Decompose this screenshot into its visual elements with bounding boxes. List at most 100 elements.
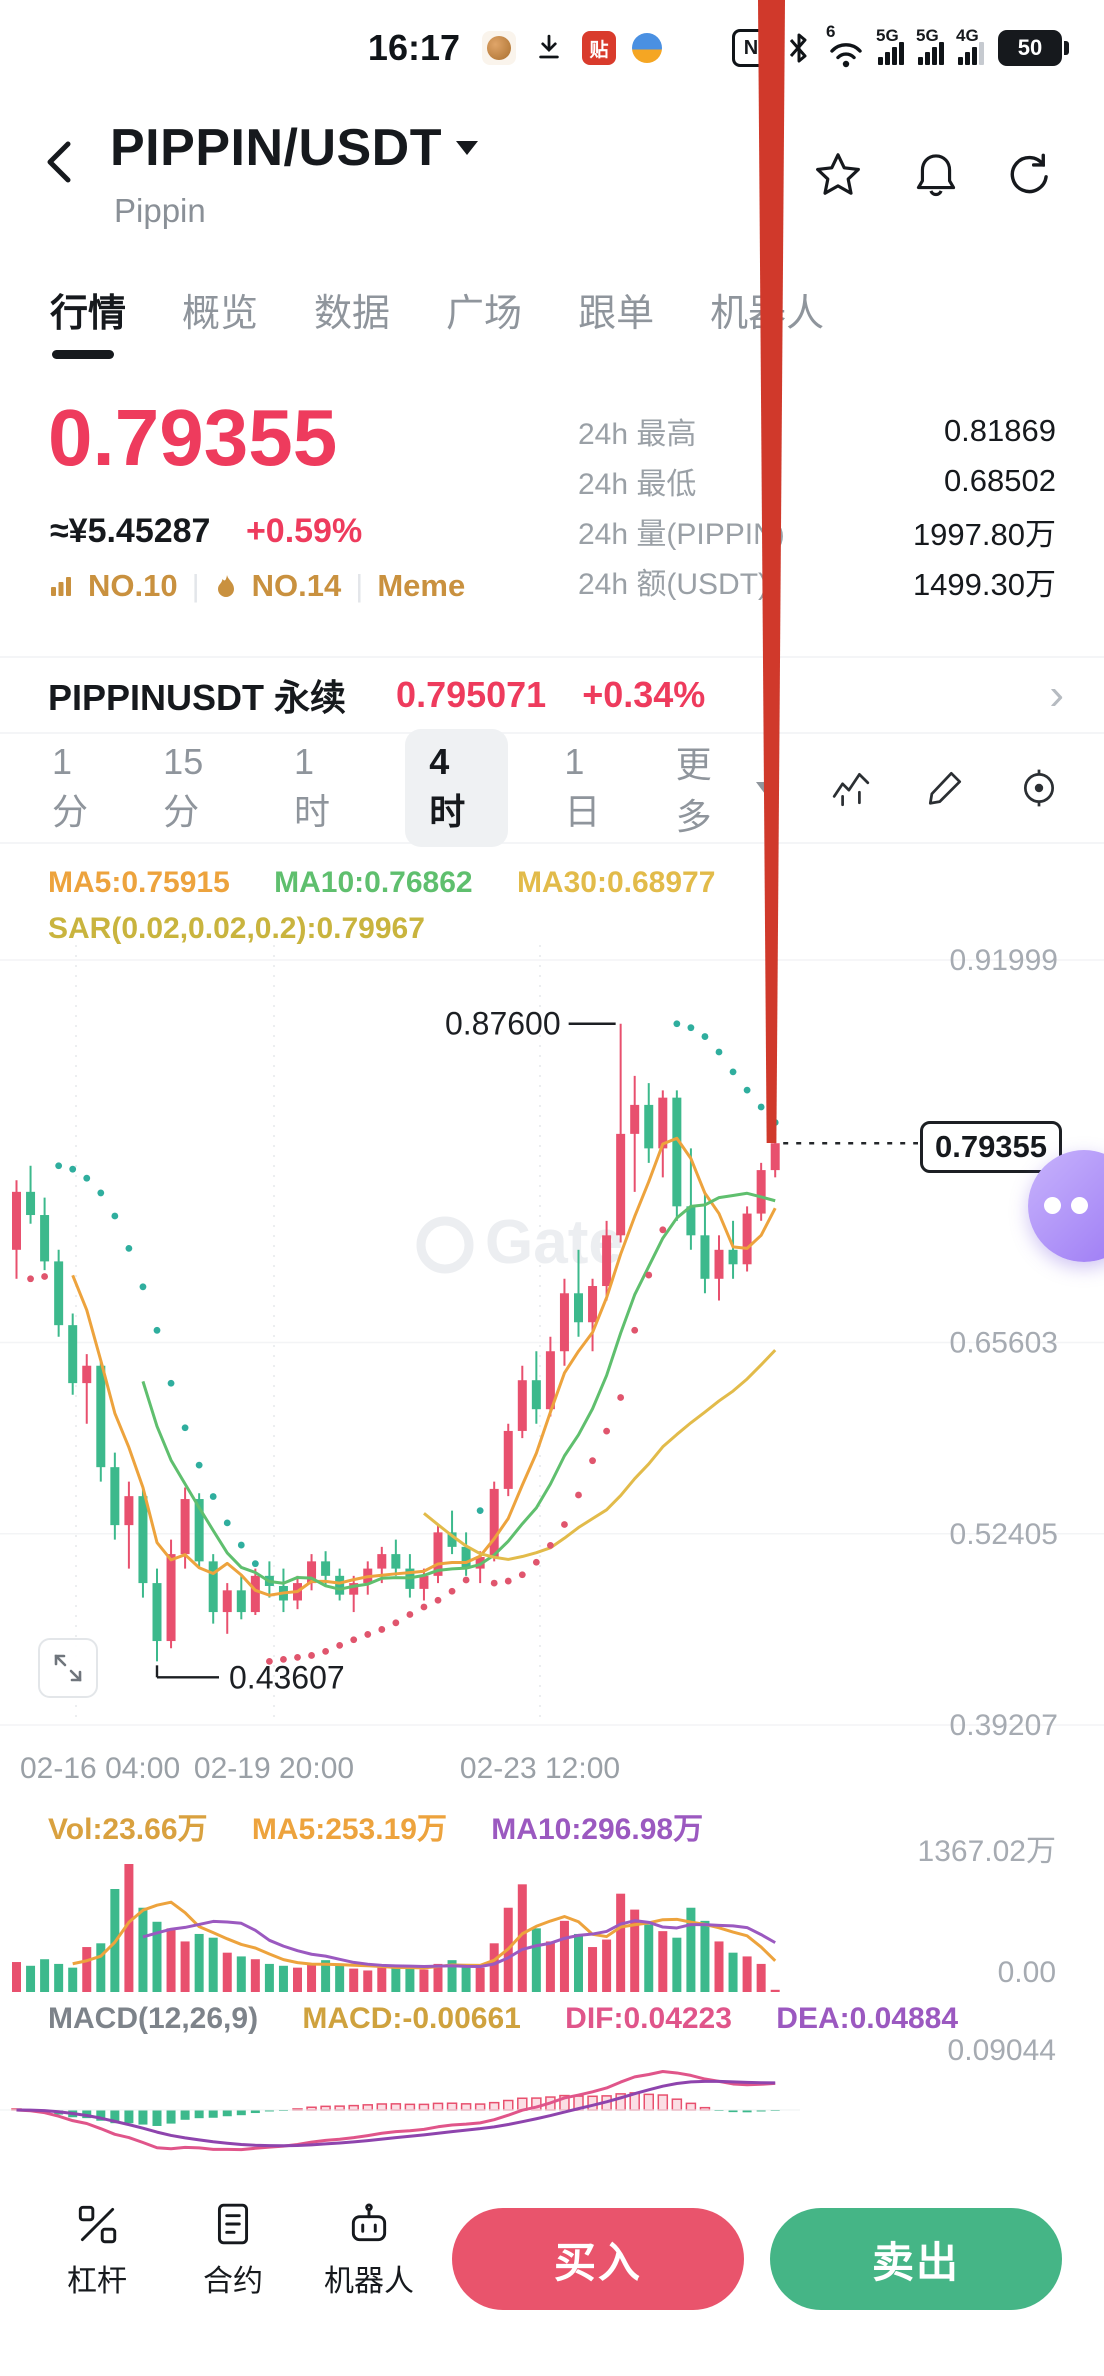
tf-1min[interactable]: 1分: [52, 741, 89, 832]
nav-bot[interactable]: 机器人: [314, 2200, 424, 2300]
ma5-value: MA5:0.75915: [48, 866, 230, 899]
x-tick-3: 02-23 12:00: [459, 1752, 621, 1785]
tf-1d[interactable]: 1日: [564, 741, 601, 832]
fullscreen-button[interactable]: [38, 1638, 98, 1698]
indicator-settings-icon[interactable]: [1018, 767, 1060, 809]
chevron-down-icon: [456, 141, 478, 155]
back-icon[interactable]: [36, 134, 86, 190]
stat-label: 24h 最高: [578, 418, 697, 451]
vol-ma10: MA10:296.98万: [491, 1813, 704, 1846]
system-status-icons: N 6 5G 5G 4G 50: [732, 22, 1069, 68]
clock: 16:17: [367, 27, 460, 68]
timeframe-bar: 1分 15分 1时 4时 1日 更多: [0, 729, 1104, 847]
tab-data[interactable]: 数据: [314, 293, 391, 335]
buy-button[interactable]: 买入: [452, 2208, 744, 2310]
candlestick-chart[interactable]: 0.91999 0.65603 0.52405 0.39207 Gate 0.87600 0…: [0, 945, 1104, 1745]
nav-leverage[interactable]: 杠杆: [42, 2200, 152, 2300]
svg-text:0.65603: 0.65603: [950, 1327, 1058, 1360]
volume-chart[interactable]: [0, 1856, 1104, 1996]
download-icon: [532, 31, 566, 65]
svg-text:0.39207: 0.39207: [950, 1709, 1058, 1742]
dif-value: DIF:0.04223: [565, 2002, 732, 2035]
refresh-icon[interactable]: [1002, 148, 1054, 200]
draw-pencil-icon[interactable]: [924, 767, 966, 809]
stat-row-turnover: 24h 额(USDT) 1499.30万: [578, 564, 1056, 602]
rank-badge-2[interactable]: NO.14: [251, 568, 342, 603]
tab-square[interactable]: 广场: [446, 293, 523, 335]
robot-icon: [351, 2203, 387, 2242]
sar-indicator-row: SAR(0.02,0.02,0.2):0.79967: [48, 912, 425, 945]
perp-price: 0.795071: [396, 674, 547, 715]
macd-title: MACD(12,26,9): [48, 2002, 259, 2035]
svg-text:Gate: Gate: [485, 1208, 623, 1277]
divider: |: [355, 568, 364, 603]
perp-name: PIPPINUSDT 永续: [48, 677, 347, 718]
macd-header: MACD(12,26,9) MACD:-0.00661 DIF:0.04223 …: [48, 2002, 958, 2036]
notification-bell-icon[interactable]: [910, 148, 962, 200]
tab-market[interactable]: 行情: [50, 282, 126, 359]
chart-style-icon[interactable]: [830, 767, 872, 809]
svg-text:0.52405: 0.52405: [950, 1518, 1058, 1551]
ma-indicator-row: MA5:0.75915 MA10:0.76862 MA30:0.68977: [48, 866, 715, 900]
wifi-icon: 6: [826, 22, 864, 68]
last-price: 0.79355: [48, 393, 338, 482]
ma10-value: MA10:0.76862: [274, 866, 473, 899]
change-24h: +0.59%: [245, 512, 363, 550]
fiat-price: ≈¥5.45287: [50, 512, 211, 550]
tf-15min[interactable]: 15分: [163, 741, 204, 832]
stat-row-low: 24h 最低 0.68502: [578, 463, 1056, 501]
last-price-tag: 0.79355: [920, 1121, 1062, 1173]
rank-chart-icon: [51, 577, 71, 596]
macd-axis-max: 0.09044: [947, 2034, 1056, 2067]
nav-bot-label: 机器人: [324, 2265, 414, 2298]
svg-text:0.91999: 0.91999: [950, 945, 1058, 977]
chevron-right-icon: ›: [1049, 670, 1064, 719]
nav-contract[interactable]: 合约: [178, 2200, 288, 2300]
sell-button[interactable]: 卖出: [770, 2208, 1062, 2310]
nav-leverage-label: 杠杆: [67, 2265, 127, 2298]
macd-chart[interactable]: [0, 2056, 1104, 2164]
tf-1h[interactable]: 1时: [294, 741, 331, 832]
rank-badge-1[interactable]: NO.10: [88, 568, 178, 603]
tab-overview[interactable]: 概览: [182, 293, 259, 335]
vol-axis-min: 0.00: [997, 1956, 1056, 1989]
pair-subtitle: Pippin: [114, 192, 206, 229]
x-tick-1: 02-16 04:00: [20, 1752, 181, 1785]
bluetooth-icon: [789, 33, 807, 63]
tab-copytrade[interactable]: 跟单: [578, 293, 655, 335]
stat-label: 24h 量(PIPPIN): [578, 518, 785, 551]
pair-selector[interactable]: PIPPIN/USDT: [110, 118, 478, 178]
nav-contract-label: 合约: [203, 2265, 263, 2298]
tf-more-dropdown[interactable]: 更多: [675, 736, 775, 840]
vol-axis-max: 1367.02万: [917, 1835, 1056, 1868]
app-badge-text: 贴: [589, 39, 609, 61]
page-title: PIPPIN/USDT: [110, 119, 442, 177]
stat-value: 1499.30万: [912, 566, 1056, 602]
assistant-dots-icon: [1044, 1197, 1088, 1214]
stat-row-volume: 24h 量(PIPPIN) 1997.80万: [578, 514, 1056, 552]
divider: |: [191, 568, 200, 603]
tf-4h[interactable]: 4时: [405, 729, 509, 847]
top-nav-tabs: 行情 概览 数据 广场 跟单 机器人: [50, 282, 824, 359]
ma30-value: MA30:0.68977: [516, 866, 716, 899]
bottom-action-bar: 杠杆 合约 机器人 买入 卖出: [0, 2164, 1104, 2376]
signal-5g-icon-1: 5G: [876, 26, 904, 65]
stat-label: 24h 额(USDT): [578, 568, 769, 601]
signal-4g-icon: 4G: [956, 26, 984, 65]
favorite-star-icon[interactable]: [812, 148, 864, 200]
stat-value: 0.81869: [943, 413, 1056, 448]
perpetual-row[interactable]: PIPPINUSDT 永续 0.795071 +0.34% ›: [0, 656, 1104, 732]
tf-more-label: 更多: [675, 744, 712, 837]
rank-badges: NO.10 | NO.14 | Meme: [48, 568, 465, 604]
meme-tag[interactable]: Meme: [377, 568, 466, 603]
x-tick-2: 02-19 20:00: [193, 1752, 355, 1785]
vol-ma5: MA5:253.19万: [251, 1813, 447, 1846]
macd-value: MACD:-0.00661: [302, 2002, 521, 2035]
battery-icon: 50: [998, 30, 1069, 66]
stats-24h: 24h 最高 0.81869 24h 最低 0.68502 24h 量(PIPPIN…: [578, 413, 1056, 614]
svg-text:0.43607: 0.43607: [229, 1659, 345, 1695]
volume-header: Vol:23.66万 MA5:253.19万 MA10:296.98万: [48, 1804, 703, 1848]
stat-label: 24h 最低: [578, 468, 697, 501]
expand-icon: [54, 1654, 82, 1682]
